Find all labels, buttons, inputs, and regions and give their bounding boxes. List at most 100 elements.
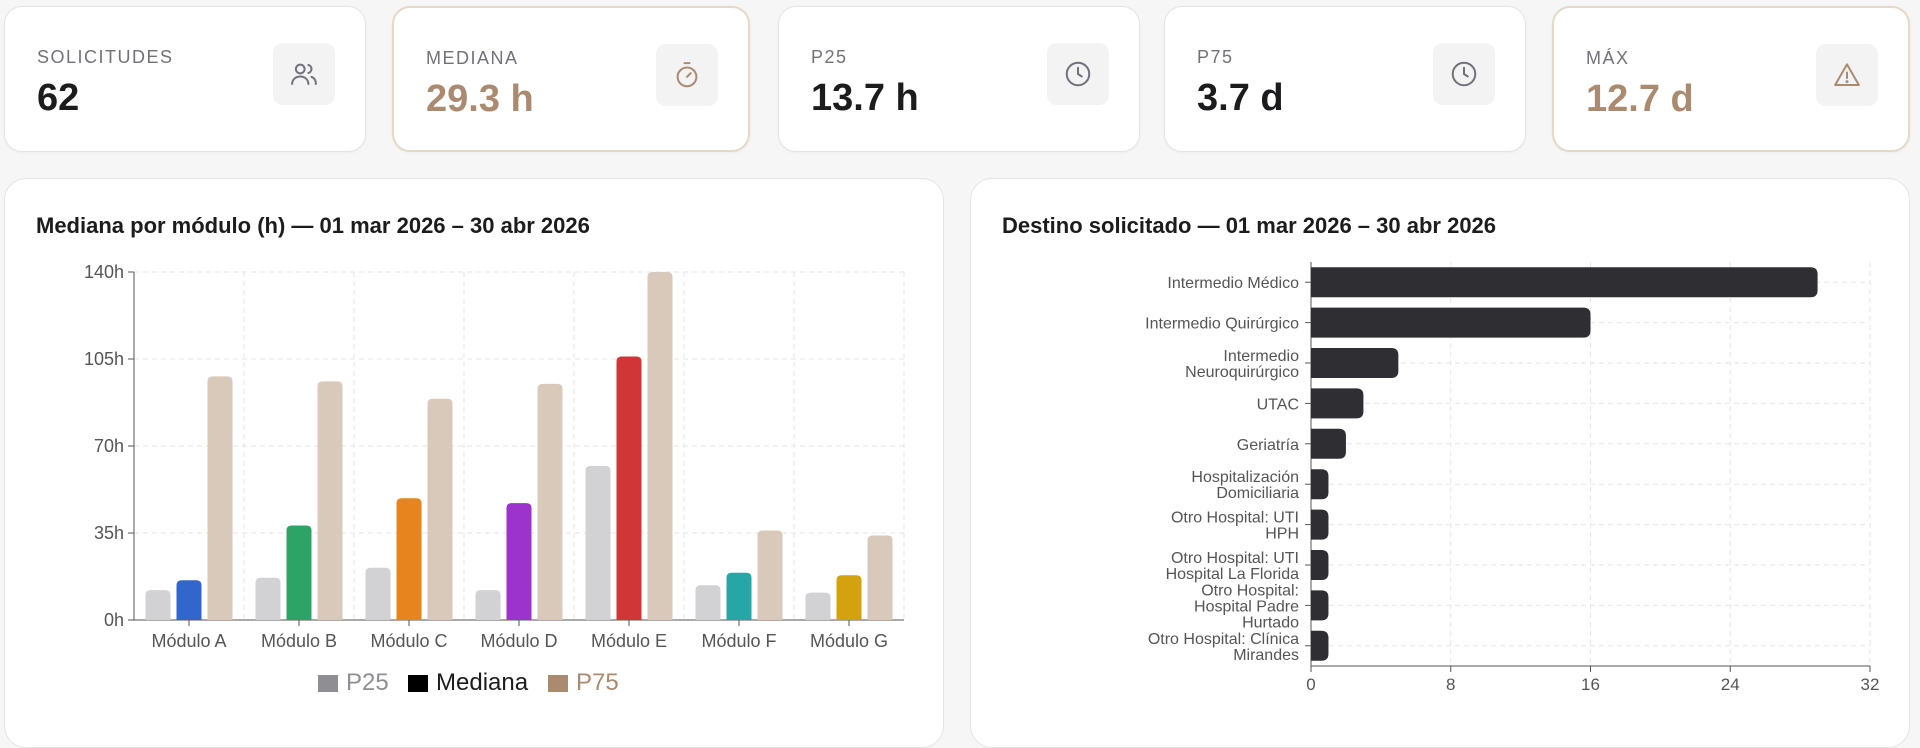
y-tick-label: Otro Hospital: Hospital Padre Hurtado xyxy=(1194,582,1299,631)
y-tick-label-line: HPH xyxy=(1265,526,1299,543)
bar-p75 xyxy=(427,398,453,620)
kpi-value: 12.7 d xyxy=(1586,78,1694,120)
clock-icon xyxy=(1047,43,1109,105)
users-icon xyxy=(273,43,335,105)
bar-p25 xyxy=(805,592,831,620)
bar-destino xyxy=(1311,307,1591,338)
kpi-label: P75 xyxy=(1197,47,1234,67)
bar-destino xyxy=(1311,469,1329,500)
kpi-value: 62 xyxy=(37,77,80,119)
kpi-card-solicitudes: SOLICITUDES 62 xyxy=(4,6,366,152)
kpi-value: 3.7 d xyxy=(1197,77,1284,119)
bar-p25 xyxy=(695,585,721,620)
bar-p75 xyxy=(757,530,783,620)
y-tick-label-line: Neuroquirúrgico xyxy=(1185,364,1299,381)
legend-label: P75 xyxy=(576,669,619,696)
y-tick-label: Intermedio Neuroquirúrgico xyxy=(1185,348,1299,381)
y-tick-label: 0h xyxy=(104,610,124,630)
bar-destino xyxy=(1311,267,1818,298)
right-chart-title: Destino solicitado — 01 mar 2026 – 30 ab… xyxy=(1002,213,1497,238)
x-tick-label: 8 xyxy=(1446,675,1455,694)
bar-mediana xyxy=(726,572,752,620)
kpi-card-p25: P25 13.7 h xyxy=(778,6,1140,152)
kpi-label: MÁX xyxy=(1586,48,1630,68)
y-tick-label: UTAC xyxy=(1257,396,1299,413)
bar-p75 xyxy=(317,381,343,620)
stopwatch-icon xyxy=(656,44,718,106)
y-tick-label: 70h xyxy=(94,436,124,456)
y-tick-label-line: UTAC xyxy=(1257,396,1299,413)
bar-p25 xyxy=(585,465,611,620)
legend-label: P25 xyxy=(346,669,389,696)
left-chart-title: Mediana por módulo (h) — 01 mar 2026 – 3… xyxy=(36,213,590,238)
bar-mediana xyxy=(616,356,642,620)
legend-swatch xyxy=(408,675,428,692)
bar-destino xyxy=(1311,509,1329,540)
kpi-card-mediana: MEDIANA 29.3 h xyxy=(392,6,750,152)
y-tick-label-line: Otro Hospital: UTI xyxy=(1171,510,1299,527)
y-tick-label-line: Mirandes xyxy=(1233,647,1299,664)
left-chart-card xyxy=(4,178,944,748)
bar-destino xyxy=(1311,590,1329,621)
bar-destino xyxy=(1311,630,1329,661)
bar-mediana xyxy=(176,580,202,620)
y-tick-label: Intermedio Médico xyxy=(1167,275,1299,292)
x-tick-label: 0 xyxy=(1306,675,1315,694)
y-tick-label: 140h xyxy=(84,262,124,282)
bar-p75 xyxy=(207,376,233,620)
y-tick-label: Otro Hospital: UTI Hospital La Florida xyxy=(1166,550,1300,583)
y-tick-label: Hospitalización Domiciliaria xyxy=(1191,469,1299,502)
y-tick-label-line: Hospital La Florida xyxy=(1166,566,1300,583)
left-bar-chart: 0h 35h 70h 105h 140h Módulo A Módulo B Módulo C… xyxy=(84,262,905,696)
alert-triangle-icon xyxy=(1816,44,1878,106)
bar-destino xyxy=(1311,388,1364,419)
y-tick-label-line: Intermedio Quirúrgico xyxy=(1145,316,1299,333)
bar-mediana xyxy=(286,525,312,620)
y-tick-label-line: Otro Hospital: UTI xyxy=(1171,550,1299,567)
y-tick-label-line: Intermedio xyxy=(1223,348,1299,365)
y-tick-label: Otro Hospital: Clínica Mirandes xyxy=(1148,631,1299,664)
y-tick-label-line: Intermedio Médico xyxy=(1167,275,1299,292)
kpi-label: SOLICITUDES xyxy=(37,47,174,67)
bar-p25 xyxy=(255,577,281,620)
kpi-card-p75: P75 3.7 d xyxy=(1164,6,1526,152)
bar-p75 xyxy=(647,272,673,620)
x-tick-label: Módulo C xyxy=(370,631,447,651)
legend-label: Mediana xyxy=(436,669,529,696)
bar-p75 xyxy=(867,535,893,620)
x-tick-label: 16 xyxy=(1581,675,1600,694)
y-tick-label: Otro Hospital: UTI HPH xyxy=(1171,510,1299,543)
x-tick-label: 24 xyxy=(1721,675,1740,694)
y-tick-label: 105h xyxy=(84,349,124,369)
y-tick-label-line: Geriatría xyxy=(1237,437,1299,454)
bar-destino xyxy=(1311,550,1329,580)
bar-p25 xyxy=(145,590,171,620)
y-tick-label: Geriatría xyxy=(1237,437,1299,454)
y-tick-label-line: Hospitalización xyxy=(1191,469,1299,486)
y-tick-label-line: Hospital Padre xyxy=(1194,598,1299,615)
x-tick-label: Módulo B xyxy=(261,631,337,651)
y-tick-label-line: Domiciliaria xyxy=(1216,485,1299,502)
y-tick-label: Intermedio Quirúrgico xyxy=(1145,316,1299,333)
y-tick-label: 35h xyxy=(94,523,124,543)
x-tick-label: Módulo F xyxy=(701,631,776,651)
bar-destino xyxy=(1311,348,1399,378)
x-tick-label: Módulo D xyxy=(480,631,557,651)
bar-destino xyxy=(1311,428,1346,459)
bar-mediana xyxy=(396,498,422,620)
kpi-value: 13.7 h xyxy=(811,77,919,119)
kpi-label: P25 xyxy=(811,47,848,67)
y-tick-label-line: Hurtado xyxy=(1242,614,1299,631)
y-tick-label-line: Otro Hospital: xyxy=(1201,582,1299,599)
right-bar-chart: 0 8 16 24 32 Intermedio Médico Intermedio Quir… xyxy=(1145,262,1880,694)
clock-icon xyxy=(1433,43,1495,105)
y-tick-label-line: Otro Hospital: Clínica xyxy=(1148,631,1299,648)
kpi-card-max: MÁX 12.7 d xyxy=(1552,6,1910,152)
x-tick-label: Módulo G xyxy=(810,631,888,651)
x-tick-label: Módulo E xyxy=(591,631,667,651)
x-tick-label: 32 xyxy=(1861,675,1880,694)
kpi-value: 29.3 h xyxy=(426,78,534,120)
bar-p25 xyxy=(365,567,391,620)
x-tick-label: Módulo A xyxy=(151,631,226,651)
bar-p75 xyxy=(537,383,563,620)
